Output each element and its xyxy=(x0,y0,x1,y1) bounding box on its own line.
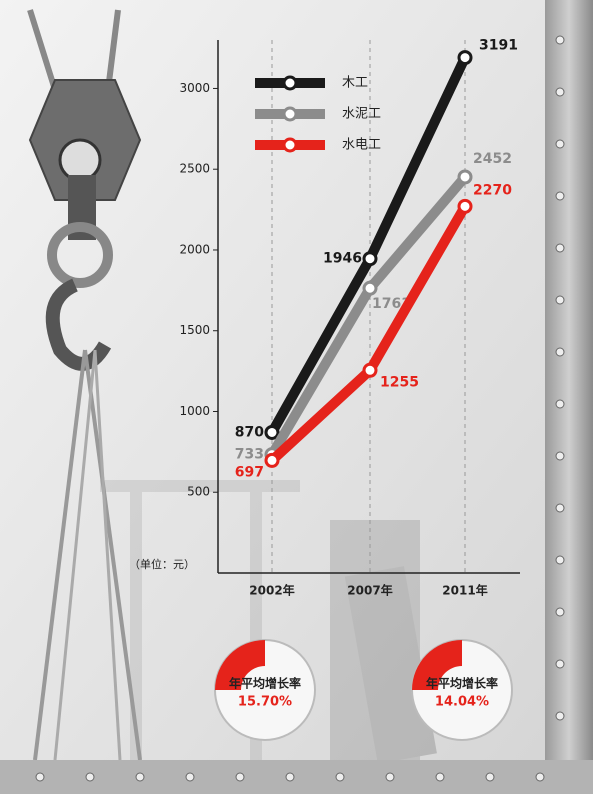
rivet xyxy=(555,295,565,305)
rivet xyxy=(555,607,565,617)
y-tick-label: 500 xyxy=(187,485,210,499)
rivet xyxy=(555,399,565,409)
legend-label: 水电工 xyxy=(342,138,381,153)
point xyxy=(457,50,473,66)
data-label: 733 xyxy=(235,447,264,463)
rivet xyxy=(85,772,95,782)
data-label: 3191 xyxy=(479,38,518,54)
donut-wedge xyxy=(412,640,462,690)
rivet xyxy=(235,772,245,782)
rivet xyxy=(35,772,45,782)
rivet xyxy=(435,772,445,782)
x-tick-label: 2007年 xyxy=(347,583,392,598)
rivet xyxy=(555,139,565,149)
rivets xyxy=(35,35,565,782)
annotation-rate: 15.70% xyxy=(238,695,292,710)
point xyxy=(362,280,378,296)
rivet xyxy=(555,503,565,513)
point xyxy=(264,452,280,468)
rivet xyxy=(555,347,565,357)
data-label: 870 xyxy=(235,424,264,440)
legend-marker xyxy=(282,106,298,122)
rivet xyxy=(555,35,565,45)
rivet xyxy=(335,772,345,782)
rivet xyxy=(185,772,195,782)
legend-marker xyxy=(282,75,298,91)
legend-label: 水泥工 xyxy=(342,107,381,122)
annotation-text: 年平均增长率 xyxy=(426,676,498,691)
y-tick-label: 1500 xyxy=(179,323,210,337)
legend-label: 木工 xyxy=(342,76,368,91)
rivet xyxy=(555,243,565,253)
y-tick-label: 3000 xyxy=(179,81,210,95)
legend-marker xyxy=(282,137,298,153)
x-tick-label: 2002年 xyxy=(249,583,294,598)
data-label: 2270 xyxy=(473,182,512,198)
point xyxy=(362,251,378,267)
point xyxy=(457,198,473,214)
rivet xyxy=(485,772,495,782)
point xyxy=(264,424,280,440)
rivet xyxy=(555,451,565,461)
background-buildings xyxy=(100,480,437,764)
annotation-rate: 14.04% xyxy=(435,695,489,710)
point xyxy=(457,169,473,185)
crane-hook xyxy=(27,9,142,761)
annotation-text: 年平均增长率 xyxy=(229,676,301,691)
frame-right xyxy=(545,0,593,794)
rivet xyxy=(285,772,295,782)
point xyxy=(362,362,378,378)
y-tick-label: 1000 xyxy=(179,404,210,418)
rivet xyxy=(555,711,565,721)
y-tick-label: 2500 xyxy=(179,162,210,176)
unit-label: （单位：元） xyxy=(129,557,195,571)
rivet xyxy=(135,772,145,782)
rivet xyxy=(555,87,565,97)
y-tick-label: 2000 xyxy=(179,242,210,256)
data-label: 1946 xyxy=(323,251,362,267)
data-label: 697 xyxy=(235,464,264,480)
rivet xyxy=(535,772,545,782)
rivet xyxy=(555,191,565,201)
rivet xyxy=(385,772,395,782)
x-tick-label: 2011年 xyxy=(442,583,487,598)
data-label: 1255 xyxy=(380,374,419,390)
donut-wedge xyxy=(215,640,265,690)
rivet xyxy=(555,555,565,565)
data-label: 2452 xyxy=(473,151,512,167)
rivet xyxy=(555,659,565,669)
